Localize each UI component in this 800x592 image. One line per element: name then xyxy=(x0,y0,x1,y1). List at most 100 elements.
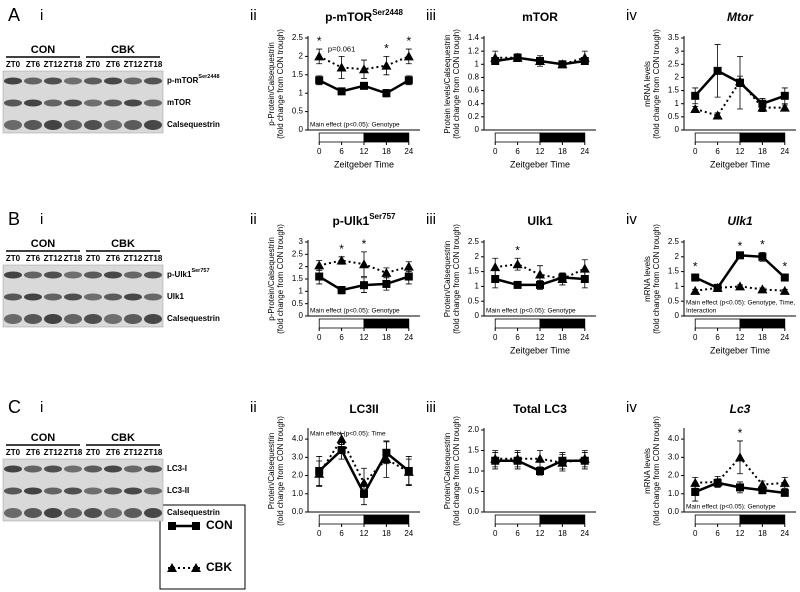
y-tick-label: 1.4 xyxy=(468,33,480,42)
lane-label: ZT12 xyxy=(124,60,143,69)
y-tick-label: 3.0 xyxy=(668,452,680,461)
panel-numeral: iv xyxy=(626,7,637,24)
dark-period xyxy=(739,318,786,329)
dark-period xyxy=(363,318,410,329)
blot-band xyxy=(44,99,62,107)
y-tick-label: 0.0 xyxy=(292,507,304,516)
data-point xyxy=(735,76,745,86)
data-point xyxy=(337,87,346,96)
band-name: p-mTOR xyxy=(167,76,199,85)
data-point xyxy=(757,479,768,489)
blot-band xyxy=(24,465,42,473)
y-tick-label: 3 xyxy=(299,237,304,246)
x-tick-label: 18 xyxy=(382,333,391,342)
blot-band xyxy=(64,314,82,324)
blot-band xyxy=(104,293,122,301)
x-tick-label: 0 xyxy=(493,147,498,156)
blot-band xyxy=(84,77,102,85)
x-tick-label: 0 xyxy=(317,529,322,538)
blot-band xyxy=(64,293,82,301)
data-point xyxy=(690,477,701,487)
panel-numeral: ii xyxy=(250,211,257,228)
blot-band xyxy=(84,508,102,518)
legend-label: CBK xyxy=(206,560,232,574)
y-axis-label: Protein/Calsequestrin xyxy=(267,433,276,509)
y-tick-label: 0.0 xyxy=(668,507,680,516)
y-tick-label: 2.5 xyxy=(292,33,304,42)
band-sup: Ser2448 xyxy=(198,74,219,80)
light-period xyxy=(494,132,541,143)
data-point xyxy=(535,453,545,463)
blot-band xyxy=(44,293,62,301)
title-main: mTOR xyxy=(522,10,558,24)
y-tick-label: 1 xyxy=(299,286,304,295)
blot-band xyxy=(24,314,42,324)
blot-band xyxy=(104,271,122,279)
y-tick-label: 0 xyxy=(475,311,480,320)
light-period xyxy=(318,132,365,143)
blot-band xyxy=(44,465,62,473)
y-tick-label: 0 xyxy=(675,311,680,320)
light-period xyxy=(318,514,365,525)
series-line xyxy=(694,79,785,117)
blot-band xyxy=(64,487,82,495)
legend-label: CON xyxy=(206,518,233,532)
y-tick-label: 0 xyxy=(675,125,680,134)
data-point xyxy=(691,487,700,496)
data-point xyxy=(536,280,544,289)
blot-band xyxy=(24,508,42,518)
series-line xyxy=(495,457,585,464)
main-effect-text: Interaction xyxy=(686,308,717,315)
blot-band xyxy=(44,508,62,518)
lane-label: ZT12 xyxy=(44,448,63,457)
x-tick-label: 6 xyxy=(715,147,720,156)
chart-title: mTOR xyxy=(522,10,558,24)
series-line xyxy=(318,55,410,71)
x-tick-label: 24 xyxy=(780,529,789,538)
annotation: * xyxy=(384,42,389,56)
y-axis-label: (fold change from CON trough) xyxy=(452,224,461,334)
y-tick-label: 1.0 xyxy=(468,466,480,475)
x-tick-label: 6 xyxy=(515,529,520,538)
legend-marker xyxy=(191,563,201,572)
blot-band xyxy=(64,99,82,107)
band-label: Calsequestrin xyxy=(167,120,220,129)
y-tick-label: 1 xyxy=(475,59,480,68)
band-label: p-Ulk1Ser757 xyxy=(167,268,210,279)
blot-band xyxy=(24,487,42,495)
title-main: LC3II xyxy=(349,402,378,416)
lane-label: ZT6 xyxy=(106,254,121,263)
data-point xyxy=(360,281,368,290)
main-effect-text: Main effect (p<0.05): Genotype xyxy=(310,122,400,129)
annotation: * xyxy=(362,237,367,251)
y-axis-label: Protein/Calsequestrin xyxy=(443,433,452,509)
data-point xyxy=(735,281,745,291)
blot-band xyxy=(64,271,82,279)
data-point xyxy=(403,466,414,476)
lane-label: ZT18 xyxy=(64,448,83,457)
data-point xyxy=(315,272,324,281)
main-effect-text: Main effect (p<0.05): Genotype xyxy=(686,504,776,511)
band-name: p-Ulk1 xyxy=(167,270,192,279)
lane-label: ZT0 xyxy=(86,448,101,457)
data-point xyxy=(359,259,369,269)
data-point xyxy=(557,457,568,467)
series-line xyxy=(495,263,586,281)
data-point xyxy=(315,76,324,85)
panel-letter: C xyxy=(8,397,21,417)
panel-numeral: iii xyxy=(426,399,436,416)
blot-band xyxy=(124,487,142,495)
group-label: CON xyxy=(31,238,56,250)
y-axis-label: mRNA levels xyxy=(643,256,652,302)
panel-numeral: iv xyxy=(626,211,637,228)
y-tick-label: 1.0 xyxy=(668,489,680,498)
y-tick-label: 0 xyxy=(299,125,304,134)
data-point xyxy=(758,252,767,261)
dark-period xyxy=(739,132,786,143)
title-main: Mtor xyxy=(727,10,754,24)
main-effect-text: Main effect (p<0.05): Genotype xyxy=(486,308,576,315)
y-tick-label: 2 xyxy=(475,252,480,261)
y-tick-label: 0.5 xyxy=(292,299,304,308)
data-point xyxy=(690,285,701,295)
y-tick-label: 4.0 xyxy=(668,434,680,443)
